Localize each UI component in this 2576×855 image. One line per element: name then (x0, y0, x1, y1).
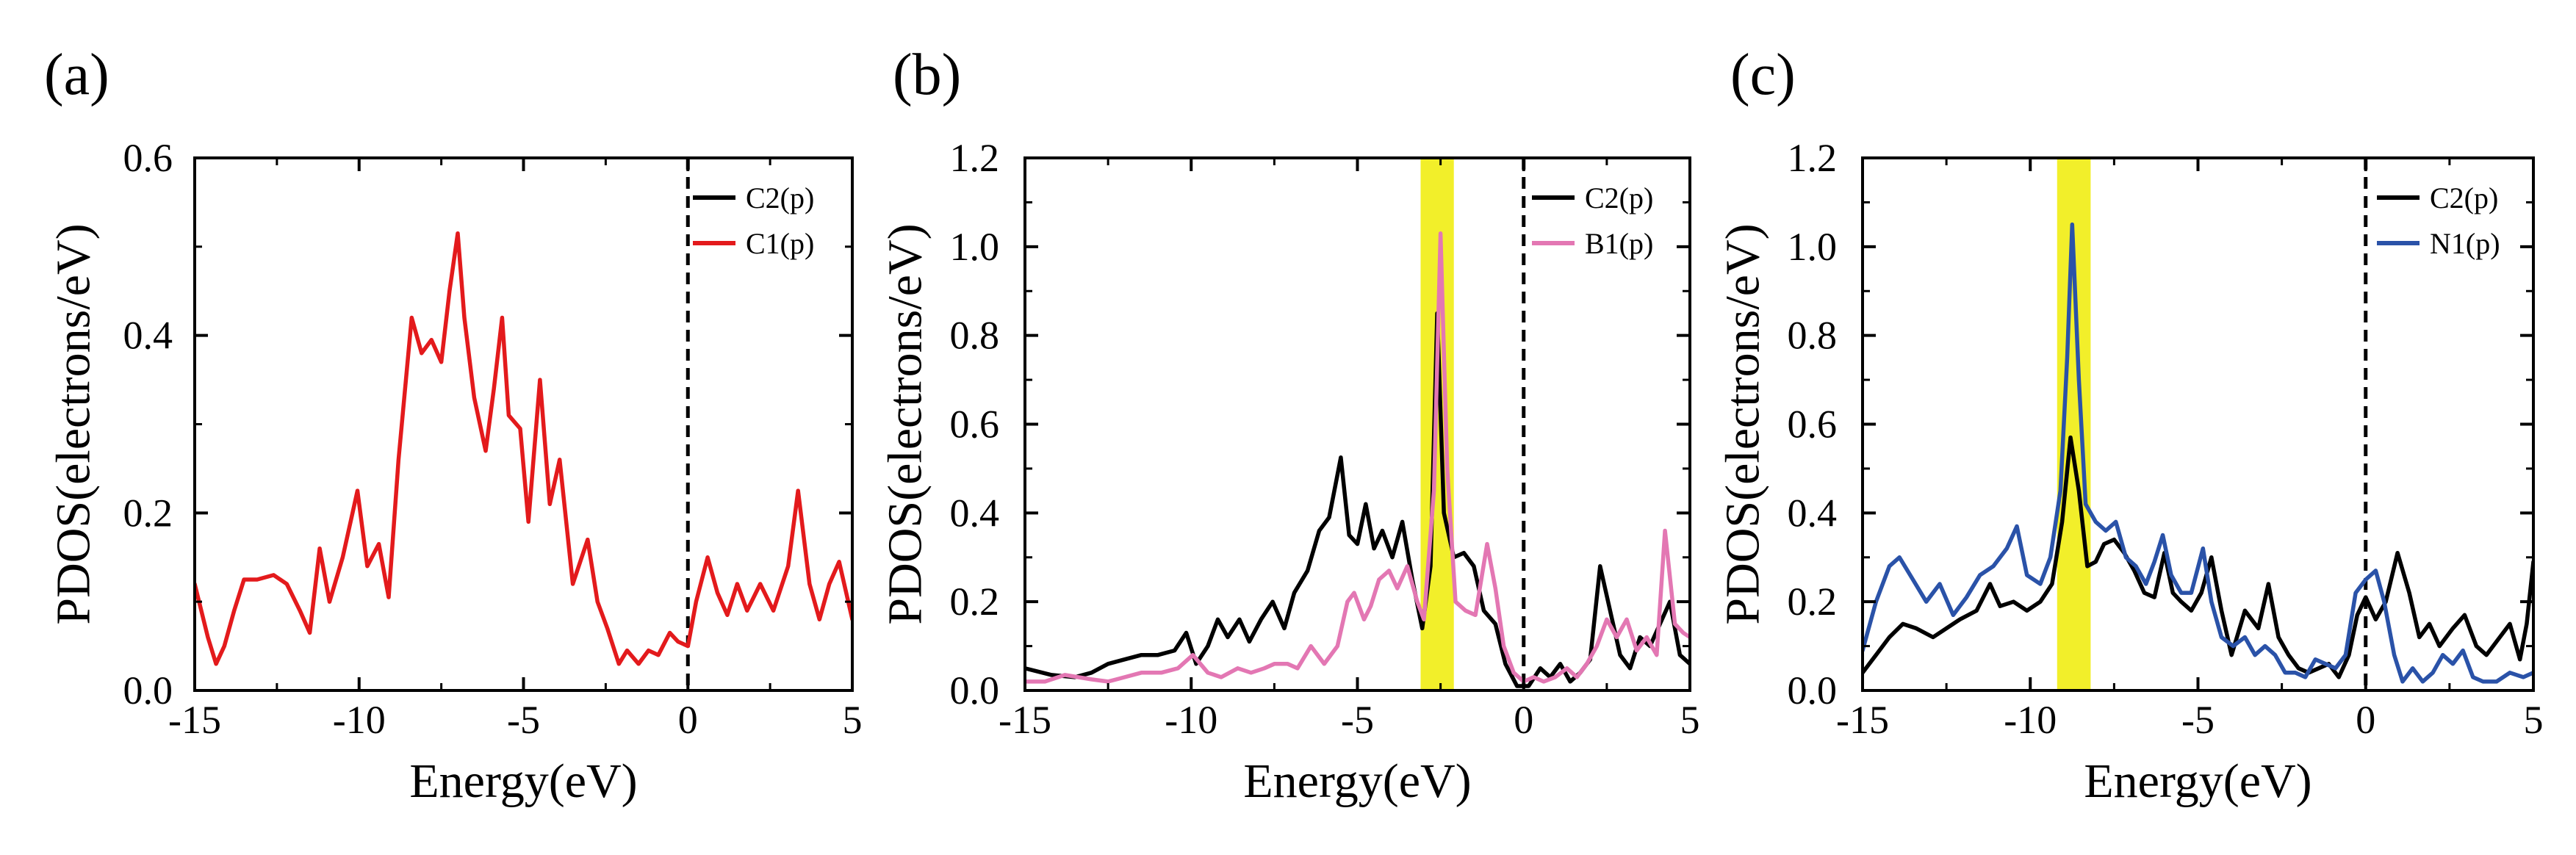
y-axis-label: PDOS(electrons/eV) (1716, 223, 1770, 624)
series-line-c2-p (1863, 435, 2533, 679)
series-line-c2-p (1025, 311, 1690, 688)
legend-label: C1(p) (746, 227, 814, 260)
y-axis-label: PDOS(electrons/eV) (47, 223, 101, 624)
x-axis-label: Energy(eV) (409, 754, 637, 808)
x-tick-label: -15 (168, 698, 221, 742)
y-tick-label: 0.2 (1788, 580, 1838, 624)
y-tick-label: 0.2 (950, 580, 1000, 624)
y-tick-label: 0.4 (950, 491, 1000, 535)
y-tick-label: 1.0 (1788, 225, 1838, 269)
legend-label: C2(p) (1585, 181, 1653, 214)
x-tick-label: 5 (1680, 698, 1700, 742)
y-tick-label: 0.4 (1788, 491, 1838, 535)
series-line-n1-p (1863, 222, 2533, 684)
x-tick-label: 5 (843, 698, 863, 742)
y-tick-label: 0.8 (950, 314, 1000, 358)
x-tick-label: -5 (507, 698, 540, 742)
x-tick-label: -5 (1341, 698, 1374, 742)
x-axis-label: Energy(eV) (2084, 754, 2311, 808)
y-tick-label: 1.2 (1788, 136, 1838, 180)
y-tick-label: 1.2 (950, 136, 1000, 180)
x-tick-label: -10 (333, 698, 386, 742)
y-tick-label: 0.0 (950, 668, 1000, 712)
y-tick-label: 1.0 (950, 225, 1000, 269)
y-tick-label: 0.4 (123, 314, 173, 358)
series-line-c1-p (195, 231, 852, 666)
x-tick-label: 0 (678, 698, 698, 742)
chart-panel-2: -15 -10 -5 0 5 0.0 0.2 0.4 0.6 0.8 1.0 1.2 (b) Energy… (879, 43, 1700, 808)
x-tick-label: 0 (2356, 698, 2375, 742)
chart-panel-3: -15 -10 -5 0 5 0.0 0.2 0.4 0.6 0.8 1.0 1.2 (c) Energy… (1716, 43, 2544, 808)
y-tick-label: 0.0 (1788, 668, 1838, 712)
x-tick-label: -10 (2004, 698, 2057, 742)
legend-label: C2(p) (2430, 181, 2498, 214)
y-tick-label: 0.0 (123, 668, 173, 712)
y-tick-label: 0.8 (1788, 314, 1838, 358)
y-axis-label: PDOS(electrons/eV) (879, 223, 932, 624)
x-tick-label: 5 (2524, 698, 2544, 742)
x-tick-label: -5 (2181, 698, 2215, 742)
x-tick-label: 0 (1514, 698, 1533, 742)
legend-label: N1(p) (2430, 227, 2500, 260)
series-line-b1-p (1025, 231, 1690, 684)
y-tick-label: 0.2 (123, 491, 173, 535)
chart-panel-1: -15 -10 -5 0 5 0.0 0.2 0.4 0.6 (a) Energy(eV) PDOS(… (44, 43, 863, 808)
panel-label: (b) (893, 43, 961, 107)
x-tick-label: -15 (999, 698, 1051, 742)
y-tick-label: 0.6 (123, 136, 173, 180)
x-tick-label: -15 (1836, 698, 1889, 742)
x-axis-label: Energy(eV) (1243, 754, 1471, 808)
legend-label: B1(p) (1585, 227, 1653, 260)
panel-label: (c) (1730, 43, 1796, 107)
x-tick-label: -10 (1165, 698, 1217, 742)
y-tick-label: 0.6 (1788, 403, 1838, 447)
y-tick-label: 0.6 (950, 403, 1000, 447)
legend-label: C2(p) (746, 181, 814, 214)
panel-label: (a) (44, 43, 109, 107)
